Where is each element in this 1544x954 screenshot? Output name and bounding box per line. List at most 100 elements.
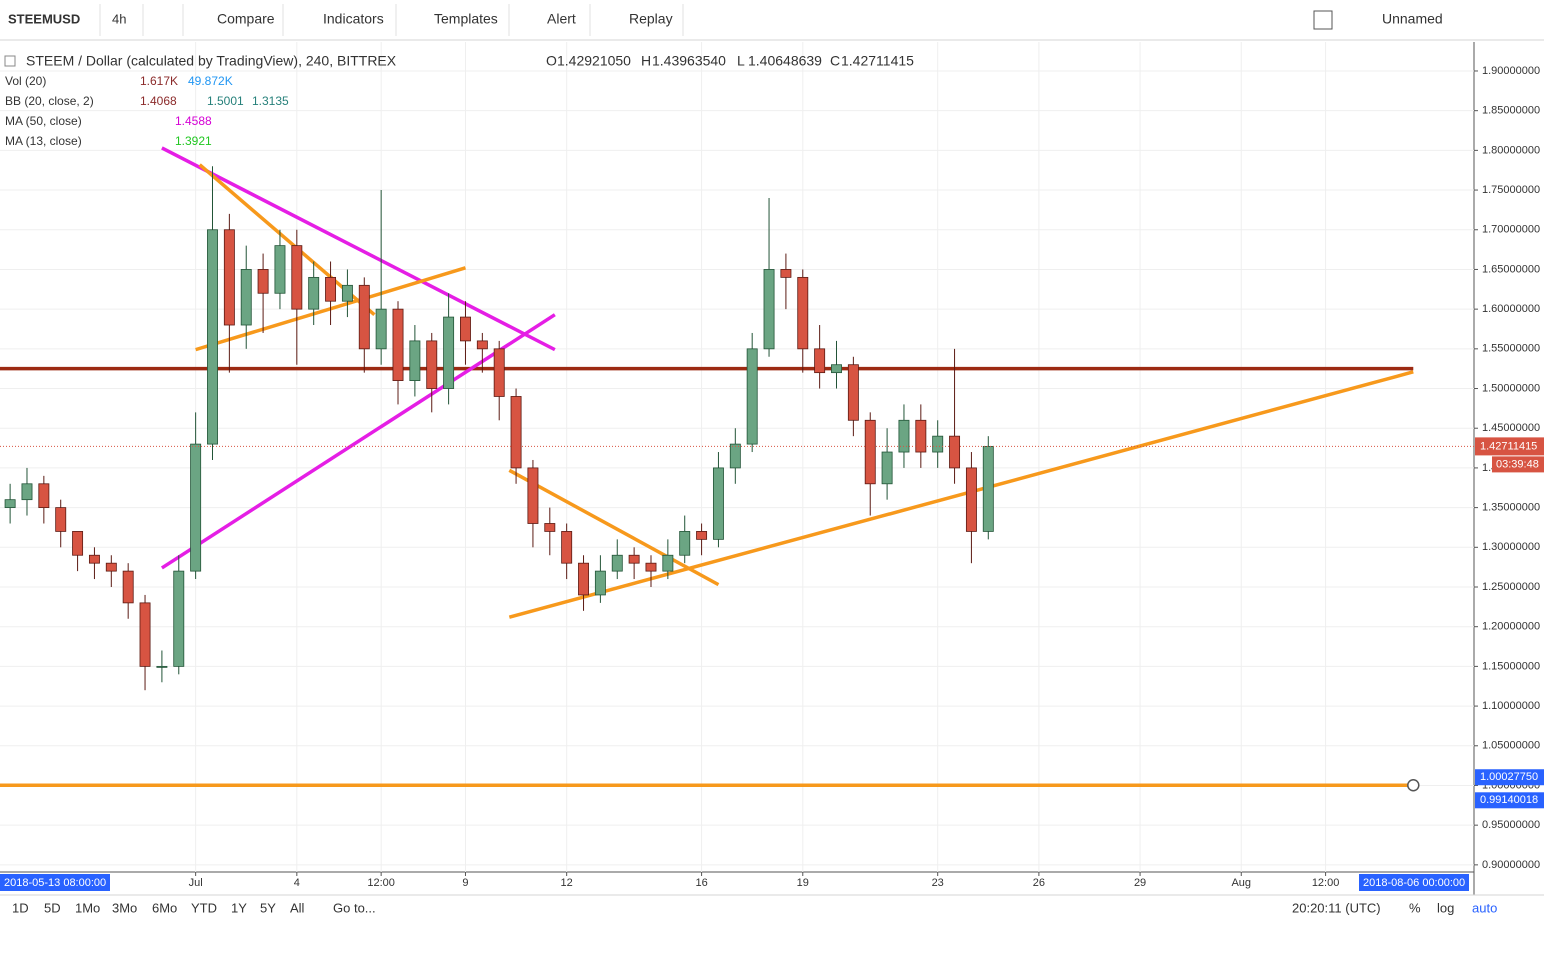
clock: 20:20:11 (UTC) <box>1292 900 1381 915</box>
candle-body <box>729 443 741 469</box>
layout-name[interactable]: Unnamed <box>1382 11 1443 27</box>
y-tick-label: 1.50000000 <box>1482 382 1540 394</box>
range-button[interactable]: 1Mo <box>75 900 100 915</box>
candle-body <box>409 340 421 381</box>
candle-body <box>864 419 876 485</box>
ui: 0.900000000.950000001.000000001.05000000… <box>0 4 1544 915</box>
candle-body <box>510 396 522 469</box>
ohlc-label: H <box>641 53 651 69</box>
y-tick-label: 1.90000000 <box>1482 65 1540 77</box>
candle-body <box>645 562 657 572</box>
candle-body <box>156 665 168 668</box>
price-label: 1.00027750 <box>1480 771 1538 783</box>
last-price-box <box>1475 437 1544 456</box>
candle-body <box>847 364 859 421</box>
line-handle[interactable] <box>1407 778 1420 792</box>
x-tick-label: Jul <box>189 877 203 889</box>
candle-body <box>932 435 944 453</box>
toolbar-button[interactable]: Compare <box>217 11 275 27</box>
x-tick-label: 12:00 <box>367 877 395 889</box>
range-button[interactable]: YTD <box>191 900 217 915</box>
indicator-value: 1.617K <box>140 74 178 88</box>
candle-body <box>594 570 606 596</box>
range-button[interactable]: 5Y <box>260 900 276 915</box>
candle-body <box>88 554 100 564</box>
range-label: 2018-08-06 00:00:00 <box>1363 877 1465 889</box>
scale-option[interactable]: auto <box>1472 900 1497 915</box>
x-tick-label: 4 <box>294 877 300 889</box>
indicator-value: 1.4588 <box>175 114 212 128</box>
toolbar-button[interactable]: Alert <box>547 11 576 27</box>
interval[interactable]: 4h <box>112 11 126 26</box>
x-tick-label: Aug <box>1231 877 1251 889</box>
x-tick-label: 19 <box>797 877 809 889</box>
ohlc-label: L <box>737 53 745 69</box>
range-button[interactable]: 1Y <box>231 900 247 915</box>
scale-option[interactable]: % <box>1409 900 1421 915</box>
range-label: 2018-05-13 08:00:00 <box>4 877 106 889</box>
trend-line <box>508 370 1414 619</box>
candle-body <box>628 554 640 564</box>
goto-button[interactable]: Go to... <box>333 900 376 915</box>
countdown: 03:39:48 <box>1496 458 1539 470</box>
candle-body <box>55 507 67 532</box>
y-tick-label: 1.10000000 <box>1482 700 1540 712</box>
candle-body <box>712 467 724 540</box>
y-tick-label: 1.30000000 <box>1482 541 1540 553</box>
candle-body <box>173 570 185 667</box>
range-button[interactable]: 3Mo <box>112 900 137 915</box>
candle-body <box>746 348 758 445</box>
range-button[interactable]: 5D <box>44 900 61 915</box>
range-label-box <box>1359 874 1469 891</box>
x-tick-label: 12 <box>561 877 573 889</box>
toolbar-button[interactable]: Templates <box>434 11 498 27</box>
x-tick-label: 23 <box>932 877 944 889</box>
ohlc-value: 1.42711415 <box>841 53 914 69</box>
candle-body <box>476 340 488 350</box>
candle-body <box>105 562 117 572</box>
candle-body <box>38 483 50 509</box>
countdown-box <box>1492 456 1544 473</box>
candle-body <box>561 531 573 564</box>
toolbar-button[interactable]: Replay <box>629 11 673 27</box>
candle-body <box>814 348 826 374</box>
range-button[interactable]: 6Mo <box>152 900 177 915</box>
toggle-box[interactable] <box>1313 10 1333 30</box>
candle-body <box>21 483 33 501</box>
candle-body <box>443 316 455 389</box>
y-tick-label: 1.25000000 <box>1482 581 1540 593</box>
candle-body <box>527 467 539 524</box>
range-button[interactable]: All <box>290 900 305 915</box>
x-tick-label: 16 <box>695 877 707 889</box>
candles <box>4 166 994 691</box>
candle-body <box>611 554 623 572</box>
scale-option[interactable]: log <box>1437 900 1454 915</box>
candle-body <box>915 419 927 453</box>
candle-body <box>780 269 792 278</box>
y-tick-label: 1.45000000 <box>1482 422 1540 434</box>
range-button[interactable]: 1D <box>12 900 29 915</box>
candle-body <box>797 276 809 350</box>
y-tick-label: 1.35000000 <box>1482 502 1540 514</box>
legend-collapse[interactable] <box>4 55 16 67</box>
symbol[interactable]: STEEMUSD <box>8 11 80 26</box>
candle-body <box>375 308 387 350</box>
candle-body <box>207 229 218 445</box>
y-tick-label: 1.80000000 <box>1482 144 1540 156</box>
ohlc-value: 1.42921050 <box>557 53 631 69</box>
indicator-value: 1.5001 <box>207 94 244 108</box>
candle-body <box>544 523 556 532</box>
candle-body <box>982 445 994 532</box>
toolbar-button[interactable]: Indicators <box>323 11 384 27</box>
price-label: 0.99140018 <box>1480 794 1538 806</box>
candle-body <box>460 316 471 342</box>
ohlc-label: C <box>830 53 840 69</box>
candle-body <box>223 229 235 326</box>
candle-body <box>881 451 893 485</box>
candle-body <box>763 269 775 350</box>
y-tick-label: 1.75000000 <box>1482 184 1540 196</box>
trend-line <box>160 313 556 570</box>
candle-body <box>662 554 674 572</box>
indicator-name: Vol (20) <box>5 74 46 88</box>
